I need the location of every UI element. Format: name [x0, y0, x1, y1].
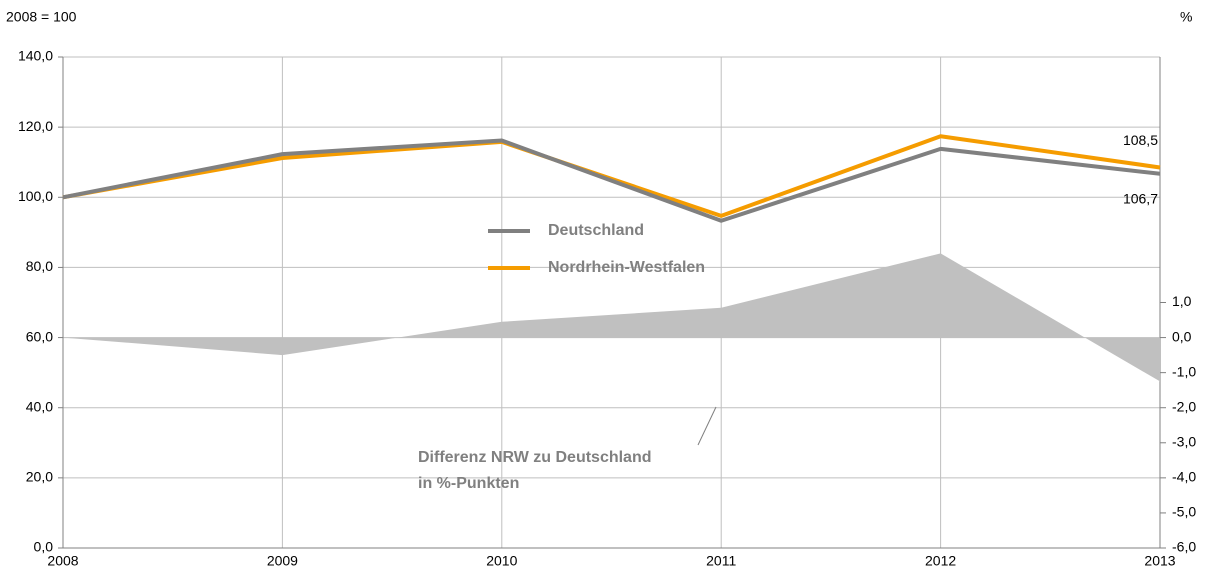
- y-tick-label: 140,0: [18, 48, 53, 64]
- x-tick-label: 2012: [925, 553, 956, 569]
- series-line: [62, 134, 1161, 218]
- x-tick-label: 2013: [1144, 553, 1175, 569]
- y2-tick-label: -1,0: [1172, 363, 1196, 379]
- value-label: 106,7: [1123, 190, 1158, 206]
- legend-label: Deutschland: [548, 222, 644, 239]
- difference-area: [63, 253, 1160, 382]
- y2-tick-label: -5,0: [1172, 504, 1196, 520]
- value-label: 108,5: [1123, 132, 1158, 148]
- x-tick-label: 2010: [486, 553, 517, 569]
- y2-tick-label: -4,0: [1172, 469, 1196, 485]
- x-tick-label: 2008: [47, 553, 78, 569]
- y2-tick-label: -6,0: [1172, 539, 1196, 555]
- y-tick-label: 80,0: [26, 258, 53, 274]
- series-line: [62, 138, 1161, 223]
- right-unit: %: [1180, 9, 1192, 25]
- y2-tick-label: 1,0: [1172, 293, 1192, 309]
- annotation: Differenz NRW zu Deutschland: [418, 449, 652, 466]
- y-tick-label: 0,0: [34, 539, 54, 555]
- y2-tick-label: -2,0: [1172, 398, 1196, 414]
- y-tick-label: 20,0: [26, 469, 53, 485]
- x-tick-label: 2009: [267, 553, 298, 569]
- y-tick-label: 100,0: [18, 188, 53, 204]
- y-tick-label: 120,0: [18, 118, 53, 134]
- x-tick-label: 2011: [706, 553, 736, 569]
- y2-tick-label: -3,0: [1172, 433, 1196, 449]
- annotation: in %-Punkten: [418, 475, 519, 492]
- legend-label: Nordrhein-Westfalen: [548, 259, 705, 276]
- y-tick-label: 60,0: [26, 328, 53, 344]
- y2-tick-label: 0,0: [1172, 328, 1192, 344]
- y-tick-label: 40,0: [26, 398, 53, 414]
- annotation-leader: [697, 406, 717, 446]
- left-unit: 2008 = 100: [6, 9, 77, 25]
